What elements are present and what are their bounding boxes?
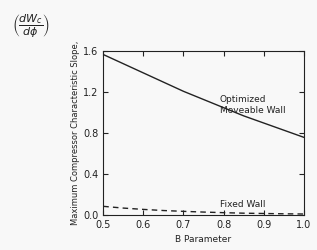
Text: Optimized
Moveable Wall: Optimized Moveable Wall [220, 94, 285, 115]
Y-axis label: Maximum Compressor Characteristic Slope,: Maximum Compressor Characteristic Slope, [71, 41, 80, 226]
Text: Fixed Wall: Fixed Wall [220, 200, 265, 209]
Text: $\left(\dfrac{dW_c}{d\phi}\right)$: $\left(\dfrac{dW_c}{d\phi}\right)$ [12, 13, 50, 40]
X-axis label: B Parameter: B Parameter [176, 236, 232, 244]
